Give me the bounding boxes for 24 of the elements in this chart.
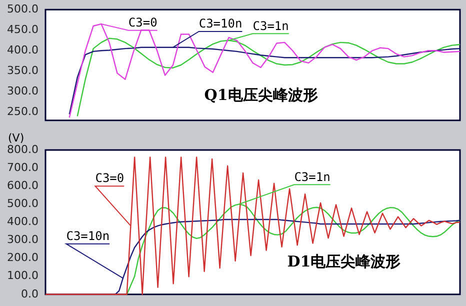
y-tick-label: 100.0 xyxy=(6,269,38,282)
y-tick-label: 500.0 xyxy=(6,2,38,16)
y-tick-label: 400.0 xyxy=(6,215,38,228)
series-label: C3=0 xyxy=(128,15,158,30)
y-axis-title: (V) xyxy=(8,131,24,144)
y-tick-label: 250.0 xyxy=(6,105,38,118)
y-tick-label: 300.0 xyxy=(6,233,38,246)
annotation: D1电压尖峰波形 xyxy=(287,252,401,271)
y-tick-label: 800.0 xyxy=(6,142,38,156)
annotation: Q1电压尖峰波形 xyxy=(204,86,318,104)
y-tick-label: 0.0 xyxy=(20,287,38,300)
y-tick-label: 450.0 xyxy=(6,22,38,36)
y-tick-label: 500.0 xyxy=(6,197,38,210)
text: C3=1n xyxy=(294,170,330,184)
y-tick-label: 400.0 xyxy=(6,43,38,56)
y-tick-label: 700.0 xyxy=(6,160,38,174)
y-tick-label: 300.0 xyxy=(6,84,38,98)
y-tick-label: 350.0 xyxy=(6,64,38,78)
y-tick-label: 600.0 xyxy=(6,178,38,192)
series-label: C3=0 xyxy=(95,171,124,186)
series-label: C3=10n xyxy=(198,16,242,31)
series-label: C3=1n xyxy=(252,18,289,33)
y-tick-label: 200.0 xyxy=(6,251,38,264)
text: C3=10n xyxy=(66,228,110,243)
